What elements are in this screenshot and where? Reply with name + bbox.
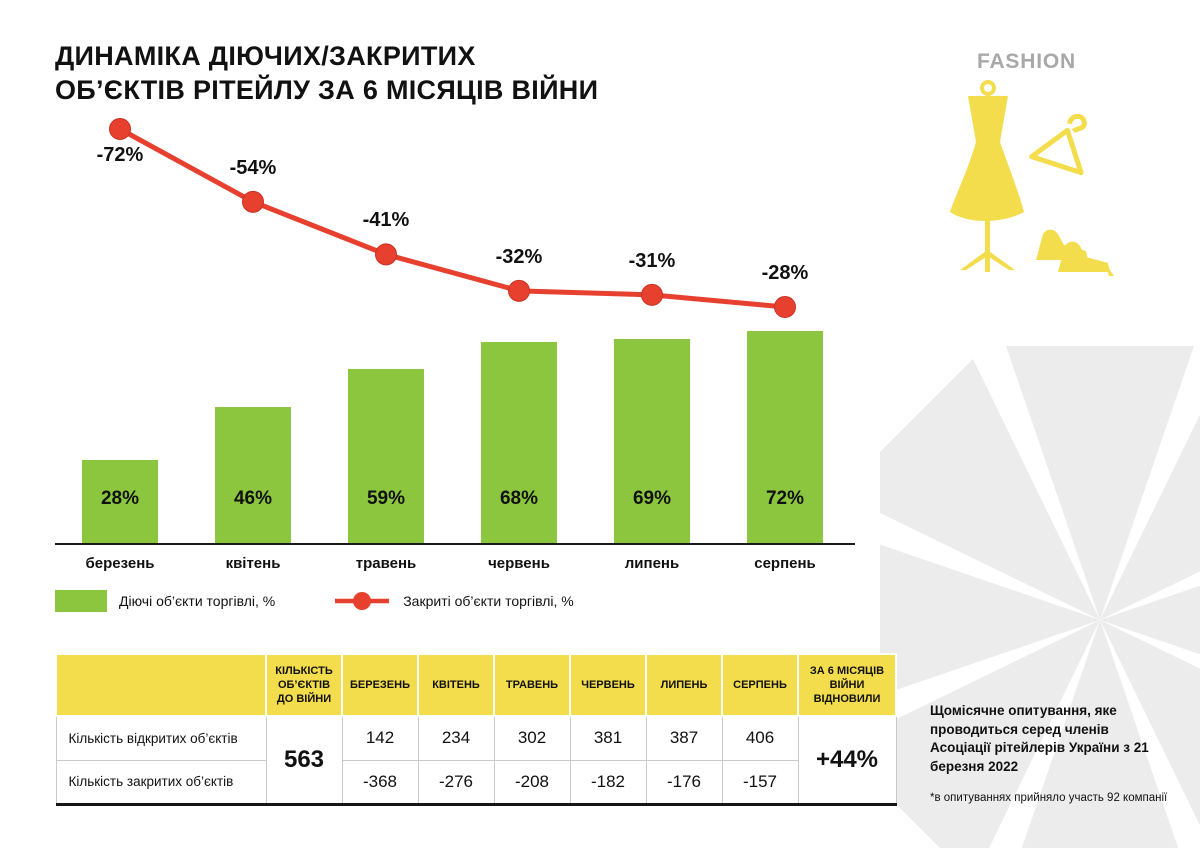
bar-value-label: 28% <box>100 488 140 509</box>
table-header-june: ЧЕРВЕНЬ <box>569 653 647 717</box>
bar-value-label: 72% <box>765 488 805 509</box>
chart-legend: Діючі об’єкти торгівлі, % Закриті об’єкт… <box>55 590 574 612</box>
table-row-closed: Кількість закритих об’єктів -368 -276 -2… <box>55 759 896 805</box>
table-row-opened: Кількість відкритих об’єктів 563 142 234… <box>55 715 897 805</box>
opened-april: 234 <box>417 715 495 761</box>
table-header-before-war: КІЛЬКІСТЬ ОБ’ЄКТІВ ДО ВІЙНИ <box>265 653 343 717</box>
bar-value-label: 68% <box>499 488 539 509</box>
table-header-recovered: ЗА 6 МІСЯЦІВ ВІЙНИ ВІДНОВИЛИ <box>797 653 897 717</box>
x-axis-label: липень <box>624 555 680 572</box>
page-title-line2: ОБ’ЄКТІВ РІТЕЙЛУ ЗА 6 МІСЯЦІВ ВІЙНИ <box>55 74 599 105</box>
opened-may: 302 <box>493 715 571 761</box>
x-axis-label: травень <box>355 555 417 572</box>
legend-label: Діючі об’єкти торгівлі, % <box>119 593 276 609</box>
row-label-closed: Кількість закритих об’єктів <box>55 759 267 805</box>
closed-march: -368 <box>341 759 419 805</box>
decorative-star-shape <box>880 346 1200 848</box>
survey-footnote-asterisk: *в опитуваннях прийняло участь 92 компан… <box>930 791 1168 804</box>
legend-label: Закриті об’єкти торгівлі, % <box>403 593 574 609</box>
row-label-opened: Кількість відкритих об’єктів <box>55 715 267 761</box>
x-axis-label: квітень <box>225 555 281 572</box>
legend-item-active-objects: Діючі об’єкти торгівлі, % <box>55 590 275 612</box>
opened-march: 142 <box>341 715 419 761</box>
bar-3 <box>348 369 424 543</box>
bar-value-label: 46% <box>233 488 273 509</box>
chart: 28% березень 46% квітень 59% травень 68% червен… <box>55 105 855 572</box>
retail-objects-table: КІЛЬКІСТЬ ОБ’ЄКТІВ ДО ВІЙНИ БЕРЕЗЕНЬ КВІ… <box>55 653 897 806</box>
bar-6 <box>747 331 823 543</box>
bar-1 <box>82 460 158 543</box>
x-axis-label: серпень <box>754 555 816 572</box>
bar-4 <box>481 342 557 543</box>
x-axis-label: червень <box>488 555 550 572</box>
table-header-august: СЕРПЕНЬ <box>721 653 799 717</box>
survey-footnote-main: Щомісячне опитування, яке проводиться се… <box>930 703 1149 774</box>
survey-footnote: Щомісячне опитування, яке проводиться се… <box>930 702 1172 806</box>
legend-bar-swatch <box>55 590 107 612</box>
bar-5 <box>614 339 690 543</box>
legend-line-swatch <box>335 592 390 610</box>
closed-may: -208 <box>493 759 571 805</box>
table-header-empty <box>55 653 267 717</box>
opened-july: 387 <box>645 715 723 761</box>
opened-june: 381 <box>569 715 647 761</box>
page-title: ДИНАМІКА ДІЮЧИХ/ЗАКРИТИХ ОБ’ЄКТІВ РІТЕЙЛ… <box>55 40 598 108</box>
closed-august: -157 <box>721 759 799 805</box>
closed-april: -276 <box>417 759 495 805</box>
bar-value-label: 69% <box>632 488 672 509</box>
category-label: FASHION <box>977 50 1076 73</box>
dress-icon <box>950 80 1024 272</box>
shoes-icon <box>1036 229 1114 276</box>
recovered-total-cell: +44% <box>797 715 897 805</box>
bar-2 <box>215 407 291 543</box>
fashion-icon <box>950 80 1114 276</box>
line-value-label: -31% <box>628 249 676 272</box>
bar-value-label: 59% <box>366 488 406 509</box>
table-header-july: ЛИПЕНЬ <box>645 653 723 717</box>
line-value-label: -72% <box>96 144 144 167</box>
page-title-line1: ДИНАМІКА ДІЮЧИХ/ЗАКРИТИХ <box>55 41 476 71</box>
closed-june: -182 <box>569 759 647 805</box>
line-value-label: -28% <box>761 262 809 284</box>
x-axis-label: березень <box>85 555 155 572</box>
closed-july: -176 <box>645 759 723 805</box>
table-header-row: КІЛЬКІСТЬ ОБ’ЄКТІВ ДО ВІЙНИ БЕРЕЗЕНЬ КВІ… <box>55 653 897 717</box>
line-value-label: -32% <box>495 245 543 268</box>
opened-august: 406 <box>721 715 799 761</box>
closed-objects-line <box>109 118 796 318</box>
hanger-icon <box>1029 113 1087 176</box>
before-war-total-cell: 563 <box>265 715 343 805</box>
table-header-march: БЕРЕЗЕНЬ <box>341 653 419 717</box>
table-header-april: КВІТЕНЬ <box>417 653 495 717</box>
line-value-label: -54% <box>229 156 277 179</box>
line-value-label: -41% <box>362 209 410 232</box>
table-header-may: ТРАВЕНЬ <box>493 653 571 717</box>
legend-item-closed-objects: Закриті об’єкти торгівлі, % <box>333 590 574 612</box>
